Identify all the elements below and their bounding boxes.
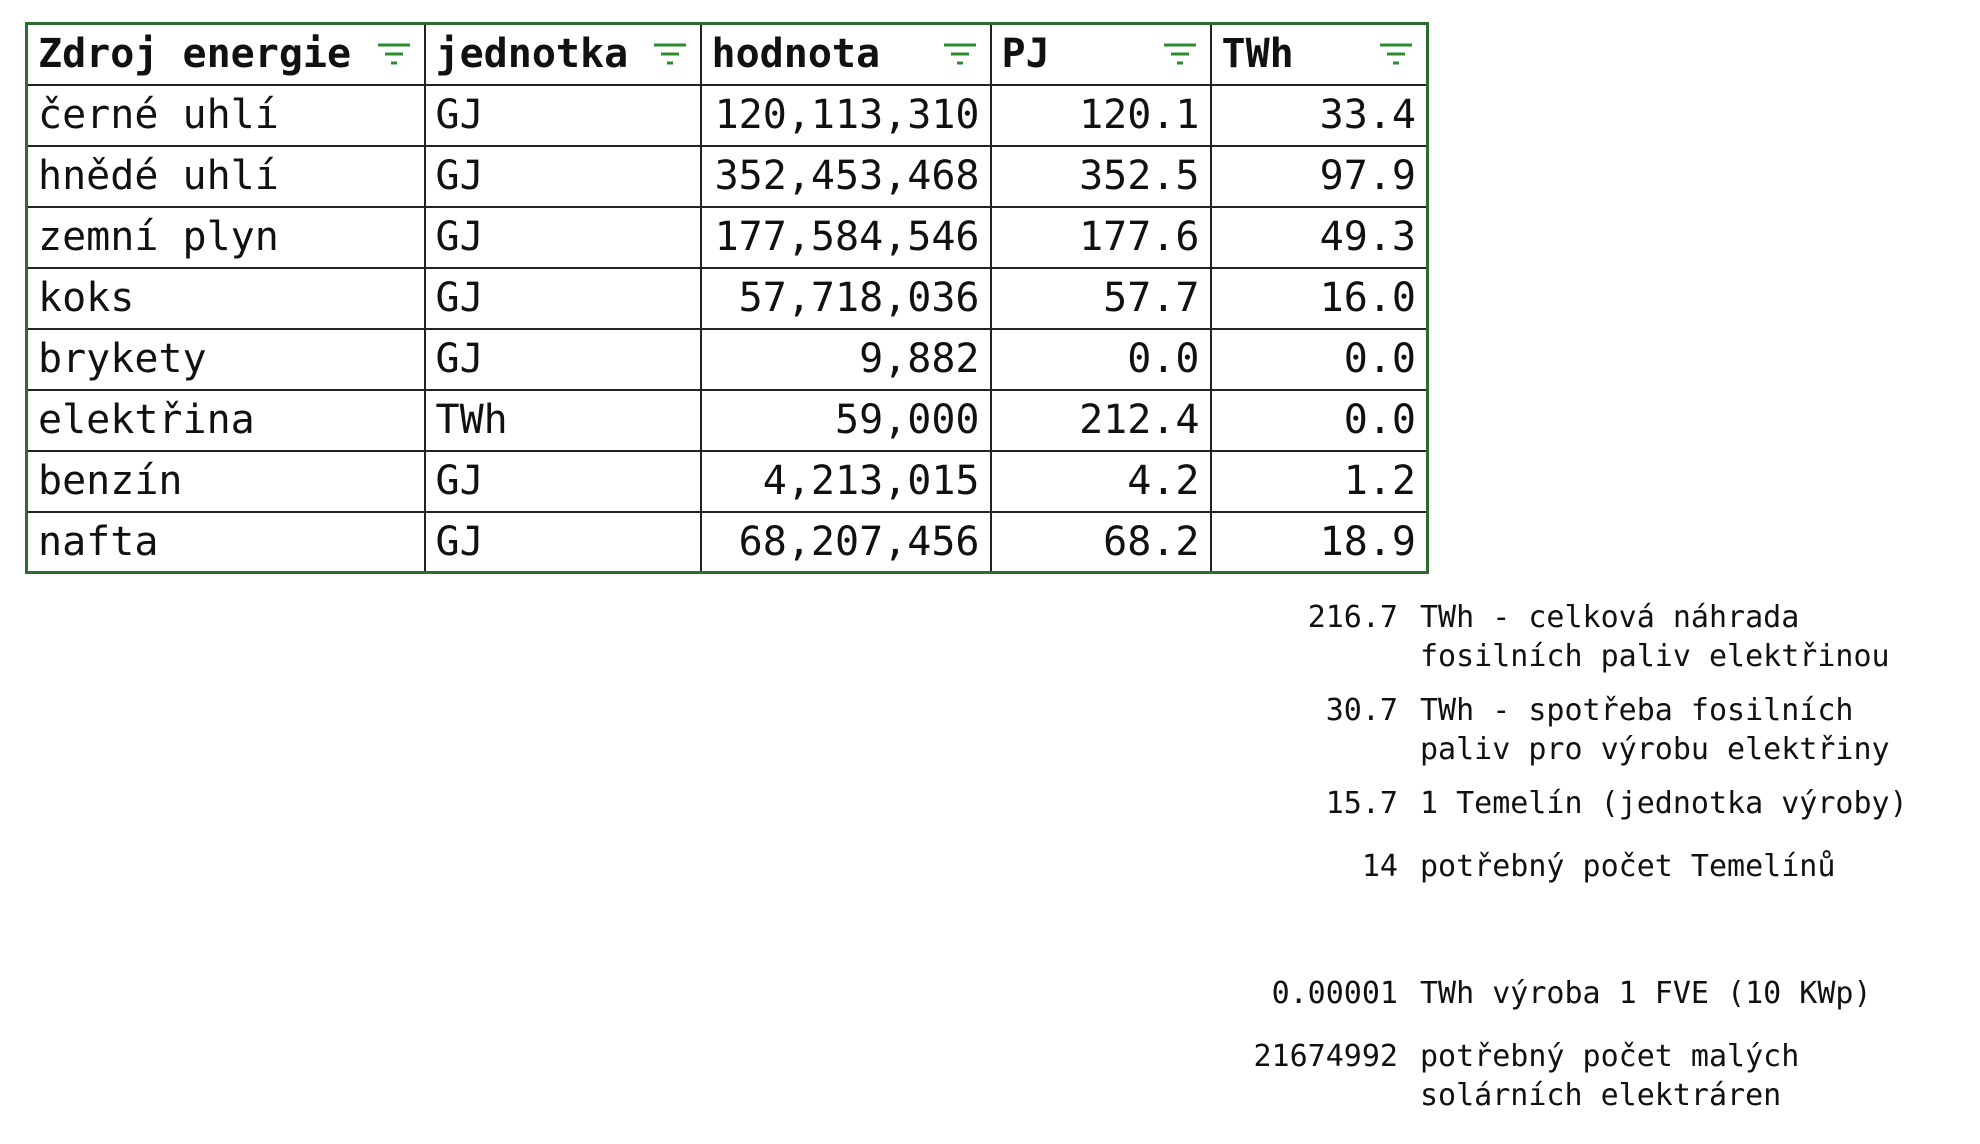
filter-icon[interactable] [652,40,688,68]
cell-unit[interactable]: GJ [423,144,702,208]
cell-source[interactable]: brykety [25,327,426,391]
column-header-label: hodnota [711,31,881,78]
cell-value[interactable]: 59,000 [699,388,992,452]
cell-pj[interactable]: 120.1 [989,83,1212,147]
cell-value[interactable]: 352,453,468 [699,144,992,208]
column-header-pj[interactable]: PJ [989,22,1212,86]
note-fossil-consumption: 30.7 TWh - spotřeba fosilních paliv pro … [1220,691,1940,769]
note-text[interactable]: TWh výroba 1 FVE (10 KWp) [1420,976,1872,1011]
cell-value[interactable]: 177,584,546 [699,205,992,269]
column-header-jednotka[interactable]: jednotka [423,22,702,86]
table-row: zemní plyn GJ 177,584,546 177.6 49.3 [25,205,1429,269]
note-total-replacement: 216.7 TWh - celková náhrada fosilních pa… [1220,598,1940,676]
note-text[interactable]: potřebný počet Temelínů [1420,849,1836,884]
filter-icon[interactable] [1378,40,1414,68]
cell-pj[interactable]: 212.4 [989,388,1212,452]
cell-value[interactable]: 120,113,310 [699,83,992,147]
cell-source[interactable]: černé uhlí [25,83,426,147]
cell-value[interactable]: 57,718,036 [699,266,992,330]
table-row: černé uhlí GJ 120,113,310 120.1 33.4 [25,83,1429,147]
note-value[interactable]: 30.7 [1325,693,1398,728]
note-value[interactable]: 0.00001 [1271,976,1398,1011]
cell-twh[interactable]: 49.3 [1209,205,1429,269]
cell-source[interactable]: elektřina [25,388,426,452]
cell-pj[interactable]: 177.6 [989,205,1212,269]
filter-icon[interactable] [376,40,412,68]
column-header-label: jednotka [435,31,629,78]
cell-pj[interactable]: 0.0 [989,327,1212,391]
cell-source[interactable]: nafta [25,510,426,574]
cell-unit[interactable]: GJ [423,83,702,147]
table-row: nafta GJ 68,207,456 68.2 18.9 [25,510,1429,574]
note-fve-count: 21674992 potřebný počet malých solárních… [1220,1037,1940,1115]
cell-twh[interactable]: 1.2 [1209,449,1429,513]
cell-twh[interactable]: 18.9 [1209,510,1429,574]
cell-unit[interactable]: GJ [423,327,702,391]
table-row: benzín GJ 4,213,015 4.2 1.2 [25,449,1429,513]
cell-source[interactable]: benzín [25,449,426,513]
cell-twh[interactable]: 0.0 [1209,327,1429,391]
note-text[interactable]: TWh - celková náhrada fosilních paliv el… [1420,600,1890,674]
filter-icon[interactable] [1162,40,1198,68]
note-fve-output: 0.00001 TWh výroba 1 FVE (10 KWp) [1220,974,1940,1013]
note-text[interactable]: potřebný počet malých solárních elektrár… [1420,1039,1800,1113]
header-row: Zdroj energie jednotka hodnota PJ TWh [25,22,1429,86]
cell-unit[interactable]: GJ [423,449,702,513]
table-row: elektřina TWh 59,000 212.4 0.0 [25,388,1429,452]
table-row: brykety GJ 9,882 0.0 0.0 [25,327,1429,391]
note-temelin-unit: 15.7 1 Temelín (jednotka výroby) [1220,784,1940,823]
cell-unit[interactable]: TWh [423,388,702,452]
column-header-twh[interactable]: TWh [1209,22,1429,86]
cell-source[interactable]: zemní plyn [25,205,426,269]
column-header-zdroj-energie[interactable]: Zdroj energie [25,22,426,86]
cell-unit[interactable]: GJ [423,266,702,330]
note-value[interactable]: 216.7 [1307,600,1398,635]
cell-unit[interactable]: GJ [423,510,702,574]
filter-icon[interactable] [942,40,978,68]
note-value[interactable]: 21674992 [1253,1039,1399,1074]
cell-pj[interactable]: 352.5 [989,144,1212,208]
cell-source[interactable]: koks [25,266,426,330]
note-text[interactable]: 1 Temelín (jednotka výroby) [1420,786,1908,821]
note-value[interactable]: 15.7 [1325,786,1398,821]
cell-value[interactable]: 9,882 [699,327,992,391]
column-header-label: PJ [1001,31,1050,78]
note-text[interactable]: TWh - spotřeba fosilních paliv pro výrob… [1420,693,1890,767]
note-temelin-count: 14 potřebný počet Temelínů [1220,847,1940,886]
column-header-hodnota[interactable]: hodnota [699,22,992,86]
cell-twh[interactable]: 16.0 [1209,266,1429,330]
cell-source[interactable]: hnědé uhlí [25,144,426,208]
column-header-label: Zdroj energie [38,31,352,78]
cell-unit[interactable]: GJ [423,205,702,269]
cell-twh[interactable]: 97.9 [1209,144,1429,208]
cell-twh[interactable]: 33.4 [1209,83,1429,147]
cell-twh[interactable]: 0.0 [1209,388,1429,452]
cell-pj[interactable]: 68.2 [989,510,1212,574]
energy-table: Zdroj energie jednotka hodnota PJ TWh [25,22,1429,574]
cell-value[interactable]: 4,213,015 [699,449,992,513]
cell-pj[interactable]: 57.7 [989,266,1212,330]
cell-value[interactable]: 68,207,456 [699,510,992,574]
table-row: koks GJ 57,718,036 57.7 16.0 [25,266,1429,330]
column-header-label: TWh [1221,31,1294,78]
table-row: hnědé uhlí GJ 352,453,468 352.5 97.9 [25,144,1429,208]
cell-pj[interactable]: 4.2 [989,449,1212,513]
note-value[interactable]: 14 [1361,849,1398,884]
